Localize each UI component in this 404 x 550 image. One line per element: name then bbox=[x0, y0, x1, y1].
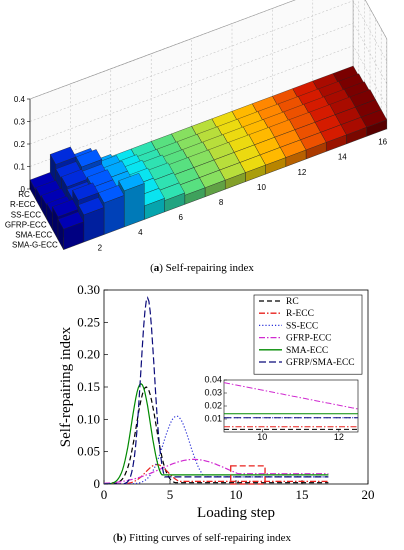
legend-label: GFRP-ECC bbox=[286, 334, 331, 344]
y-tick-label: 0.20 bbox=[77, 347, 100, 362]
row-label: GFRP-ECC bbox=[5, 220, 47, 229]
zoom-highlight-box bbox=[230, 465, 266, 485]
x-tick-label: 8 bbox=[219, 198, 224, 207]
series-line bbox=[104, 383, 329, 484]
z-tick-label: 0.2 bbox=[14, 140, 26, 149]
z-tick-label: 0.1 bbox=[14, 163, 26, 172]
caption-b: (b) Fitting curves of self-repairing ind… bbox=[112, 532, 292, 544]
inset-y-tick-label: 0.02 bbox=[204, 401, 222, 411]
caption-a: (a) Self-repairing index bbox=[150, 262, 254, 274]
y-tick-label: 0.05 bbox=[77, 444, 100, 459]
chart-b-line-plot: 0 5 10 15 20 0 0.05 0.10 0.15 0.20 0.25 0.30 Loading… bbox=[58, 282, 375, 521]
y-axis-label: Self-repairing index bbox=[58, 326, 74, 447]
legend-label: RC bbox=[286, 297, 299, 307]
x-tick-label: 2 bbox=[98, 243, 103, 252]
legend-label: SMA-ECC bbox=[286, 346, 328, 356]
x-tick-label: 15 bbox=[296, 487, 309, 502]
x-tick-label: 20 bbox=[362, 487, 375, 502]
legend-box bbox=[253, 294, 363, 375]
x-tick-label: 6 bbox=[178, 213, 183, 222]
series-line bbox=[104, 296, 329, 484]
legend-label: GFRP/SMA-ECC bbox=[286, 358, 355, 368]
series-line bbox=[104, 386, 329, 484]
y-tick-label: 0.15 bbox=[77, 379, 100, 394]
x-tick-label: 4 bbox=[138, 228, 143, 237]
inset-x-tick-label: 10 bbox=[257, 432, 267, 442]
row-label: R-ECC bbox=[10, 200, 36, 209]
bar-front bbox=[124, 183, 145, 228]
z-tick-label: 0 bbox=[21, 185, 26, 194]
x-axis-label: Loading step bbox=[197, 505, 275, 521]
bar-side bbox=[57, 218, 64, 251]
chart-a-3d-bars: 0 0.1 0.2 0.3 0.4 RCR-ECCSS-ECCGFRP-ECCSMA-EC… bbox=[5, 0, 388, 252]
series-line bbox=[104, 458, 329, 484]
x-tick-label: 5 bbox=[167, 487, 174, 502]
caption-a-letter: a bbox=[153, 262, 160, 274]
x-tick-label: 16 bbox=[378, 138, 387, 147]
caption-b-letter: b bbox=[116, 532, 123, 544]
inset-x-tick-label: 12 bbox=[334, 432, 344, 442]
x-tick-label: 12 bbox=[297, 168, 306, 177]
caption-a-text: Self-repairing index bbox=[165, 262, 254, 274]
y-tick-label: 0.30 bbox=[77, 282, 100, 297]
row-label: RC bbox=[18, 190, 30, 199]
z-gridline bbox=[29, 45, 388, 167]
z-tick-label: 0.3 bbox=[14, 118, 26, 127]
row-label: SMA-G-ECC bbox=[12, 241, 58, 250]
inset-y-tick-label: 0.04 bbox=[204, 375, 222, 385]
x-tick-label: 14 bbox=[338, 153, 347, 162]
y-tick-label: 0 bbox=[94, 476, 101, 491]
z-gridline bbox=[29, 22, 388, 145]
bar-side bbox=[52, 206, 59, 241]
legend: RC R-ECC SS-ECC GFRP-ECC SMA-ECC GFRP/SMA-ECC bbox=[253, 294, 363, 375]
bars bbox=[29, 65, 388, 251]
y-tick-label: 0.25 bbox=[77, 314, 100, 329]
legend-label: R-ECC bbox=[286, 309, 314, 319]
caption-b-text: Fitting curves of self-repairing index bbox=[129, 532, 292, 544]
inset-y-tick-label: 0.03 bbox=[204, 388, 222, 398]
inset-y-tick-label: 0.01 bbox=[204, 414, 222, 424]
x-tick-label: 10 bbox=[257, 183, 266, 192]
z-tick-label: 0.4 bbox=[14, 95, 26, 104]
row-label: SS-ECC bbox=[11, 210, 41, 219]
y-tick-label: 0.10 bbox=[77, 411, 100, 426]
inset-frame bbox=[223, 379, 359, 433]
bar bbox=[57, 211, 85, 251]
x-tick-label: 10 bbox=[230, 487, 243, 502]
row-label: SMA-ECC bbox=[15, 230, 52, 239]
inset-plot: 0.01 0.02 0.03 0.04 10 12 bbox=[204, 375, 359, 442]
x-tick-label: 0 bbox=[101, 487, 108, 502]
legend-label: SS-ECC bbox=[286, 321, 318, 331]
